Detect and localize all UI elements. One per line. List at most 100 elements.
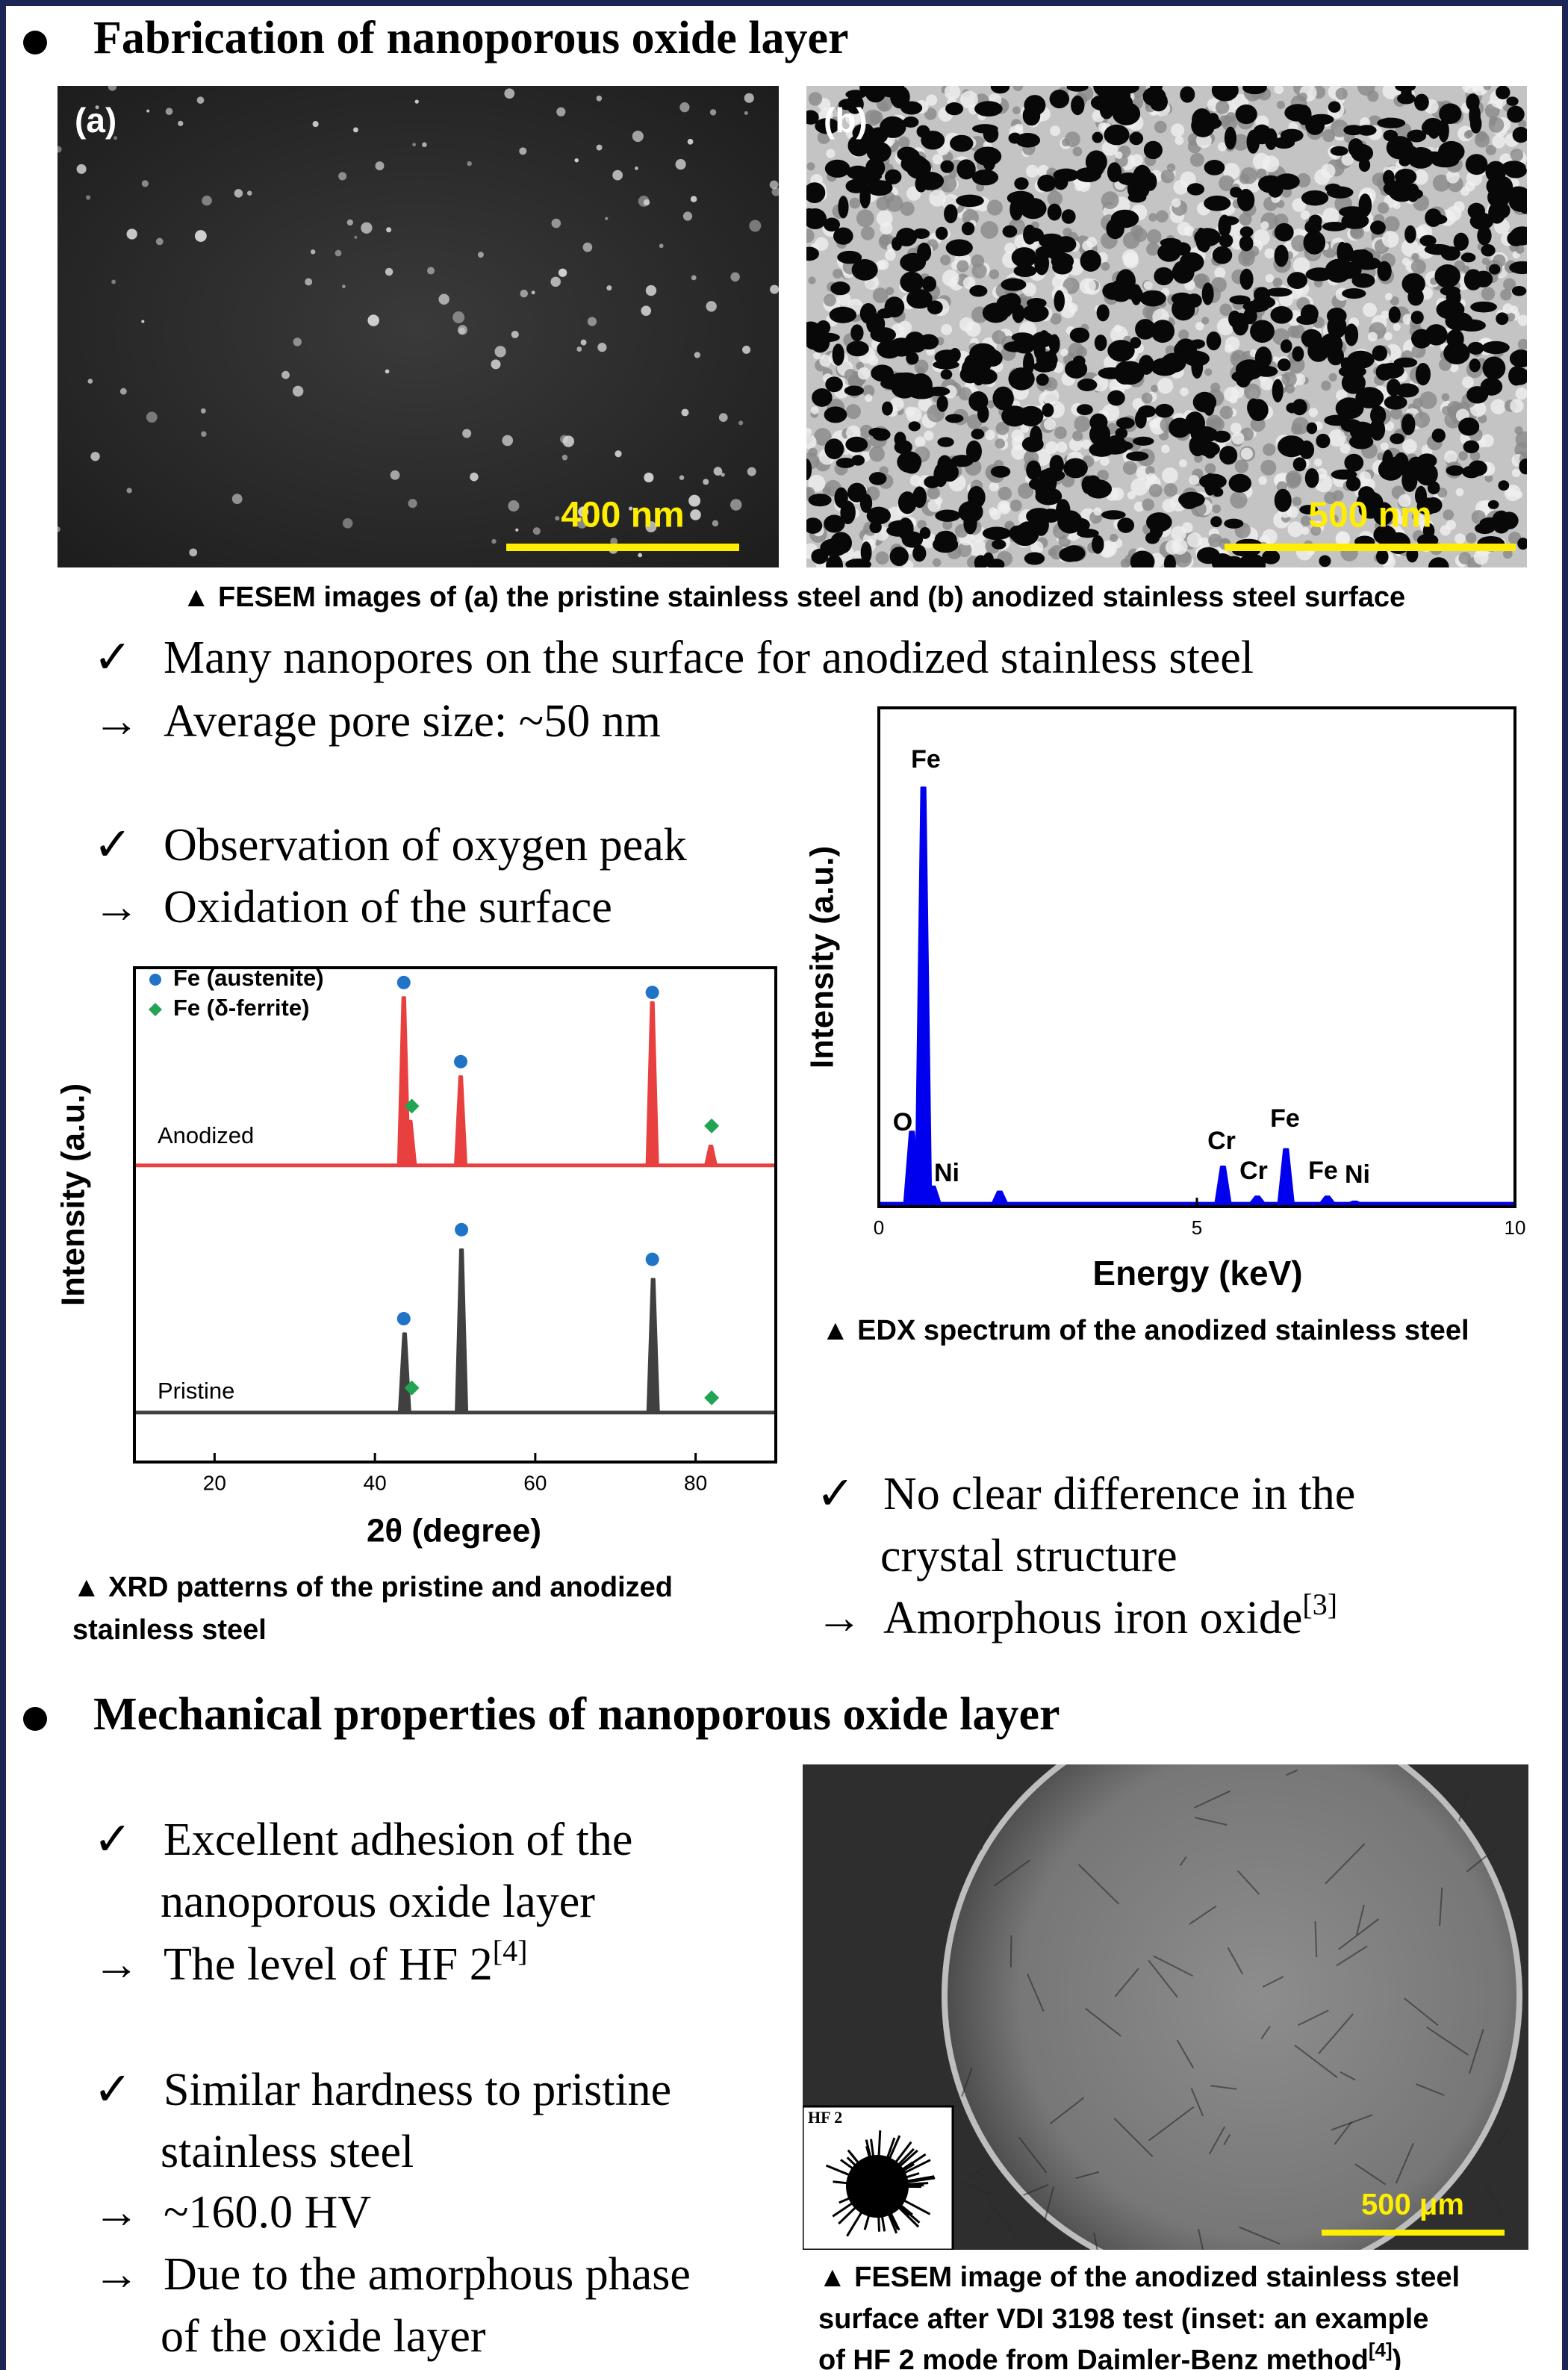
pore bbox=[1303, 231, 1325, 255]
pore bbox=[801, 458, 812, 480]
pore bbox=[1183, 296, 1196, 306]
pore bbox=[1292, 346, 1304, 362]
grain bbox=[1336, 88, 1348, 100]
particle bbox=[146, 411, 158, 423]
pore bbox=[1050, 90, 1070, 108]
pore bbox=[1469, 104, 1481, 127]
pore bbox=[1258, 175, 1283, 193]
pore bbox=[1301, 190, 1328, 206]
grain bbox=[1198, 538, 1210, 549]
pore bbox=[808, 494, 831, 506]
pore bbox=[1054, 290, 1064, 312]
pore bbox=[974, 146, 1001, 166]
citation: [3] bbox=[1302, 1587, 1337, 1621]
grain bbox=[1474, 550, 1489, 564]
grain bbox=[1230, 491, 1247, 508]
grain bbox=[1443, 509, 1454, 520]
grain bbox=[878, 260, 889, 270]
pore bbox=[1424, 152, 1443, 161]
peak-marker bbox=[455, 1223, 468, 1237]
particle bbox=[532, 290, 535, 294]
pore bbox=[1065, 360, 1087, 379]
pore bbox=[1213, 246, 1233, 264]
pore bbox=[1070, 328, 1089, 343]
particle bbox=[293, 386, 303, 396]
pore bbox=[903, 116, 918, 128]
grain bbox=[998, 487, 1012, 500]
pore bbox=[1014, 177, 1028, 190]
pore bbox=[1328, 346, 1344, 365]
note-line: Average pore size: ~50 nm bbox=[164, 696, 661, 747]
particle bbox=[408, 499, 417, 508]
grain bbox=[1157, 378, 1173, 394]
particle bbox=[141, 320, 144, 323]
pore bbox=[1349, 435, 1373, 450]
grain bbox=[1080, 278, 1096, 294]
particle bbox=[491, 539, 496, 544]
pore bbox=[1133, 437, 1154, 446]
particle bbox=[588, 317, 597, 326]
grain bbox=[1010, 500, 1022, 511]
pore bbox=[1077, 379, 1097, 391]
grain bbox=[989, 270, 999, 279]
pore bbox=[877, 75, 904, 97]
peak-marker bbox=[454, 1055, 467, 1069]
particle bbox=[178, 121, 183, 126]
pore bbox=[1204, 160, 1225, 175]
pore bbox=[940, 161, 953, 173]
grain bbox=[942, 270, 959, 287]
note-marker: → bbox=[93, 696, 140, 747]
pore bbox=[1446, 465, 1464, 476]
pore bbox=[991, 466, 1010, 478]
body: Fabrication of nanoporous oxide layer Me… bbox=[0, 0, 1568, 2370]
pore bbox=[847, 166, 869, 180]
grain bbox=[1292, 497, 1302, 506]
grain bbox=[865, 394, 872, 402]
grain bbox=[1151, 385, 1158, 392]
pore bbox=[1401, 414, 1416, 435]
x-tick-label: 80 bbox=[684, 1471, 707, 1494]
pore bbox=[1265, 128, 1278, 150]
note-text: Excellent adhesion of the bbox=[164, 1814, 632, 1865]
pore bbox=[1228, 311, 1241, 327]
pore bbox=[867, 507, 891, 525]
pore bbox=[1024, 553, 1045, 565]
pore bbox=[1411, 311, 1424, 324]
grain bbox=[1490, 399, 1505, 414]
particle bbox=[353, 128, 358, 133]
pore bbox=[867, 142, 892, 163]
pore bbox=[1027, 298, 1047, 308]
pore bbox=[1075, 167, 1101, 182]
peak bbox=[399, 1334, 410, 1413]
grain bbox=[1044, 418, 1056, 430]
particle bbox=[581, 340, 587, 346]
particle bbox=[679, 475, 684, 479]
particle bbox=[232, 494, 243, 504]
particle bbox=[120, 388, 127, 395]
grain bbox=[1402, 439, 1417, 454]
pore bbox=[800, 246, 819, 261]
grain bbox=[971, 264, 986, 279]
grain bbox=[1384, 216, 1399, 231]
pore bbox=[1114, 361, 1136, 385]
particle bbox=[281, 371, 290, 379]
pore bbox=[1023, 105, 1041, 125]
grain bbox=[808, 276, 815, 284]
particle bbox=[111, 279, 116, 284]
figure-caption: surface after VDI 3198 test (inset: an e… bbox=[818, 2304, 1428, 2335]
grain bbox=[1226, 112, 1236, 122]
grain bbox=[1101, 191, 1119, 209]
particle bbox=[293, 338, 302, 346]
particle bbox=[87, 379, 93, 384]
pore bbox=[885, 169, 901, 184]
particle bbox=[438, 294, 449, 305]
note-marker: → bbox=[93, 2249, 140, 2300]
grain bbox=[915, 436, 925, 447]
pore bbox=[962, 222, 974, 235]
pore bbox=[871, 327, 896, 343]
grain bbox=[1260, 460, 1276, 476]
grain bbox=[1518, 315, 1529, 326]
particle bbox=[679, 102, 689, 112]
note-text: Many nanopores on the surface for anodiz… bbox=[164, 632, 1254, 683]
pore bbox=[983, 553, 993, 567]
